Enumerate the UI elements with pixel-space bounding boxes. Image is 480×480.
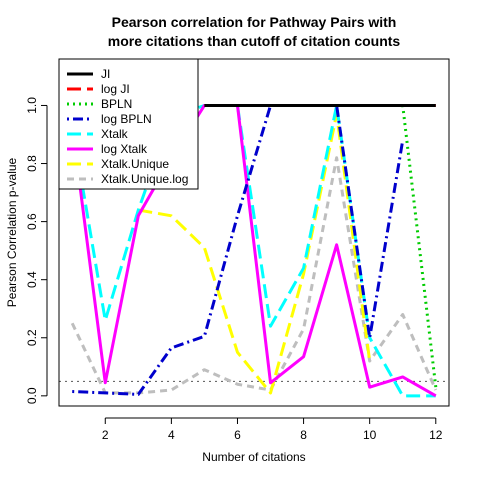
x-tick-label: 10 <box>363 428 377 442</box>
axes: 2 4 6 8 10 12 0.0 0.2 0.4 0.6 0.8 1.0 <box>25 97 443 442</box>
legend-label-xtalk-unique: Xtalk.Unique <box>101 157 169 171</box>
series-line-xtalk <box>70 103 436 398</box>
plot-frame <box>58 58 450 407</box>
y-tick-label: 0.0 <box>25 387 39 404</box>
legend-label-log-xtalk: log Xtalk <box>101 142 148 156</box>
x-axis-label: Number of citations <box>202 450 305 464</box>
y-axis-label: Pearson Correlation p-value <box>5 157 19 307</box>
series-line-log-bpln <box>72 103 405 396</box>
series-line-xtalk-unique <box>138 112 372 395</box>
plot-area <box>59 103 449 398</box>
legend-label-log-bpln: log BPLN <box>101 112 152 126</box>
legend-label-xtalk: Xtalk <box>101 127 129 141</box>
x-tick-label: 2 <box>102 428 109 442</box>
y-tick-label: 0.6 <box>25 213 39 230</box>
legend-label-bpln: BPLN <box>101 97 132 111</box>
y-tick-label: 0.4 <box>25 271 39 288</box>
chart-title-line-1: Pearson correlation for Pathway Pairs wi… <box>112 14 397 30</box>
y-tick-label: 0.8 <box>25 155 39 172</box>
x-tick-label: 12 <box>429 428 443 442</box>
legend-label-xtalk-unique-log: Xtalk.Unique.log <box>101 172 188 186</box>
x-tick-label: 8 <box>300 428 307 442</box>
legend-label-ji: JI <box>101 67 110 81</box>
legend-box <box>58 58 199 190</box>
x-tick-label: 4 <box>168 428 175 442</box>
y-tick-label: 0.2 <box>25 329 39 346</box>
series-line-xtalk-unique-log <box>70 156 438 395</box>
y-tick-label: 1.0 <box>25 97 39 114</box>
x-tick-label: 6 <box>234 428 241 442</box>
legend-label-log-ji: log JI <box>101 82 130 96</box>
chart-title-line-2: more citations than cutoff of citation c… <box>108 33 401 49</box>
series-line-log-xtalk <box>70 103 437 398</box>
